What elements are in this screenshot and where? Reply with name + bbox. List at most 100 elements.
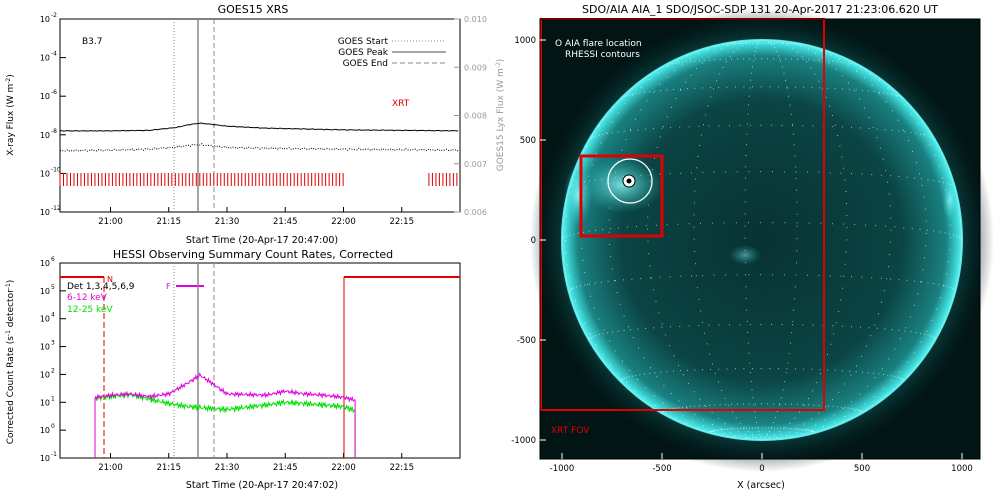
limb-brightening-west <box>942 178 958 222</box>
legend-goes-end: GOES End <box>343 59 388 69</box>
hessi-12-25kev-line <box>94 390 356 458</box>
hessi-x-axis: 21:00 21:15 21:30 21:45 22:00 22:15 <box>98 453 414 473</box>
solar-limb <box>561 39 963 441</box>
solar-disk <box>562 40 962 440</box>
hessi-x-tick-label: 22:00 <box>331 463 356 473</box>
hessi-y-tick-exp: 5 <box>51 284 55 291</box>
goes-left-tick-exp: -10 <box>51 166 61 173</box>
hessi-panel: HESSI Observing Summary Count Rates, Cor… <box>5 248 461 491</box>
bright-patch-center <box>729 245 761 265</box>
goes-x-tick-label: 21:00 <box>98 217 123 227</box>
goes-long-channel-line <box>59 122 459 132</box>
goes-right-tick-label: 0.006 <box>464 208 487 217</box>
hessi-x-tick-label: 21:30 <box>215 463 240 473</box>
hessi-y-tick-exp: 0 <box>51 423 55 430</box>
goes-left-tick-label: 10 <box>40 208 50 217</box>
hessi-flag-n: N <box>107 275 113 284</box>
goes-right-tick-label: 0.007 <box>464 160 487 169</box>
goes-plot-frame <box>59 18 461 213</box>
aia-y-tick-label: 1000 <box>514 36 536 46</box>
hessi-y-tick-label: 10 <box>40 398 50 407</box>
limb-brightening-east <box>564 165 592 225</box>
goes-xrt-label: XRT <box>392 99 410 109</box>
hessi-x-tick-label: 22:15 <box>389 463 414 473</box>
hessi-y-tick-exp: -1 <box>51 451 57 458</box>
xrt-fov-label: XRT FOV <box>551 426 590 436</box>
goes-ylabel-left: X-ray Flux (W m-2) <box>5 74 16 155</box>
hessi-y-tick-exp: 3 <box>51 340 55 347</box>
hessi-y-tick-exp: 6 <box>51 256 55 263</box>
hessi-y-tick-label: 10 <box>40 287 50 296</box>
legend-goes-start: GOES Start <box>338 37 389 47</box>
goes-ylabel-right: GOES15 Lyx Flux (W m-2) <box>495 59 506 172</box>
hessi-det-label: Det 1,3,4,5,6,9 <box>67 282 135 292</box>
aia-x-tick-label: 0 <box>759 464 764 474</box>
hessi-x-tick-label: 21:00 <box>98 463 123 473</box>
aia-x-tick-label: 1000 <box>951 464 973 474</box>
aia-axes: -1000 -500 0 500 1000 1000 500 0 -500 -1000 <box>511 36 973 474</box>
goes-right-tick-label: 0.009 <box>464 63 487 72</box>
hessi-y-tick-exp: 4 <box>51 312 55 319</box>
goes-x-tick-label: 22:15 <box>389 217 414 227</box>
goes-left-tick-exp: -12 <box>51 205 61 212</box>
goes-x-tick-label: 21:30 <box>215 217 240 227</box>
aia-panel: SDO/AIA AIA_1 SDO/JSOC-SDP 131 20-Apr-20… <box>511 3 994 491</box>
hessi-y-tick-label: 10 <box>40 315 50 324</box>
rhessi-contour-inner <box>626 178 632 184</box>
aia-x-tick-label: 500 <box>854 464 870 474</box>
goes-right-tick-label: 0.010 <box>464 15 487 24</box>
hessi-band2-label: 12-25 keV <box>67 305 113 315</box>
aia-x-tick-label: -500 <box>652 464 671 474</box>
goes-title: GOES15 XRS <box>218 3 289 16</box>
hessi-y-tick-label: 10 <box>40 259 50 268</box>
aia-plot-frame <box>539 18 981 460</box>
xrt-zoom-box <box>579 154 664 238</box>
goes-left-tick-label: 10 <box>40 92 50 101</box>
hessi-y-tick-label: 10 <box>40 454 50 463</box>
goes-x-tick-label: 21:15 <box>156 217 181 227</box>
goes-x-tick-label: 22:00 <box>331 217 356 227</box>
hessi-x-tick-label: 21:15 <box>156 463 181 473</box>
aia-y-tick-label: -500 <box>517 336 536 346</box>
hessi-y-tick-exp: 2 <box>51 367 55 374</box>
hessi-ylabel: Corrected Count Rate (s-1 detector-1) <box>5 280 16 445</box>
goes-left-tick-exp: -4 <box>51 51 57 58</box>
goes-right-axis: 0.010 0.009 0.008 0.007 0.006 <box>454 15 487 217</box>
aia-y-tick-label: 0 <box>531 236 536 246</box>
aia-x-tick-label: -1000 <box>550 464 575 474</box>
goes-legend: GOES Start GOES Peak GOES End <box>338 37 446 69</box>
hessi-title: HESSI Observing Summary Count Rates, Cor… <box>113 248 393 261</box>
goes-x-tick-label: 21:45 <box>273 217 298 227</box>
hessi-flag-f: F <box>166 282 171 291</box>
aia-legend-rhessi: RHESSI contours <box>565 50 640 60</box>
goes-x-axis: 21:00 21:15 21:30 21:45 22:00 22:15 <box>98 207 414 227</box>
goes-short-channel-line <box>59 143 459 152</box>
goes-left-tick-label: 10 <box>40 15 50 24</box>
goes-left-tick-label: 10 <box>40 54 50 63</box>
goes-left-tick-exp: -8 <box>51 128 57 135</box>
hessi-y-tick-label: 10 <box>40 426 50 435</box>
aia-xlabel: X (arcsec) <box>737 480 785 491</box>
hessi-y-tick-label: 10 <box>40 343 50 352</box>
goes-left-tick-label: 10 <box>40 169 50 178</box>
legend-goes-peak: GOES Peak <box>338 48 388 58</box>
hessi-y-tick-label: 10 <box>40 370 50 379</box>
hessi-xlabel: Start Time (20-Apr-17 20:47:02) <box>186 480 338 491</box>
aia-legend-flare: O AIA flare location <box>555 39 642 49</box>
goes-xlabel: Start Time (20-Apr-17 20:47:00) <box>186 235 338 246</box>
aia-y-tick-label: 500 <box>520 136 536 146</box>
goes-right-tick-label: 0.008 <box>464 112 487 121</box>
aia-y-tick-label: -1000 <box>511 436 536 446</box>
hessi-6-12kev-line <box>94 372 356 458</box>
hessi-y-tick-exp: 1 <box>51 395 55 402</box>
hessi-band1-label: 6-12 keV <box>67 293 108 303</box>
hessi-plot-frame <box>59 262 461 459</box>
goes-xrt-coverage <box>59 173 458 186</box>
aia-flare-location-circle <box>607 158 653 204</box>
goes-class-label: B3.7 <box>82 37 103 47</box>
hessi-x-tick-label: 21:45 <box>273 463 298 473</box>
